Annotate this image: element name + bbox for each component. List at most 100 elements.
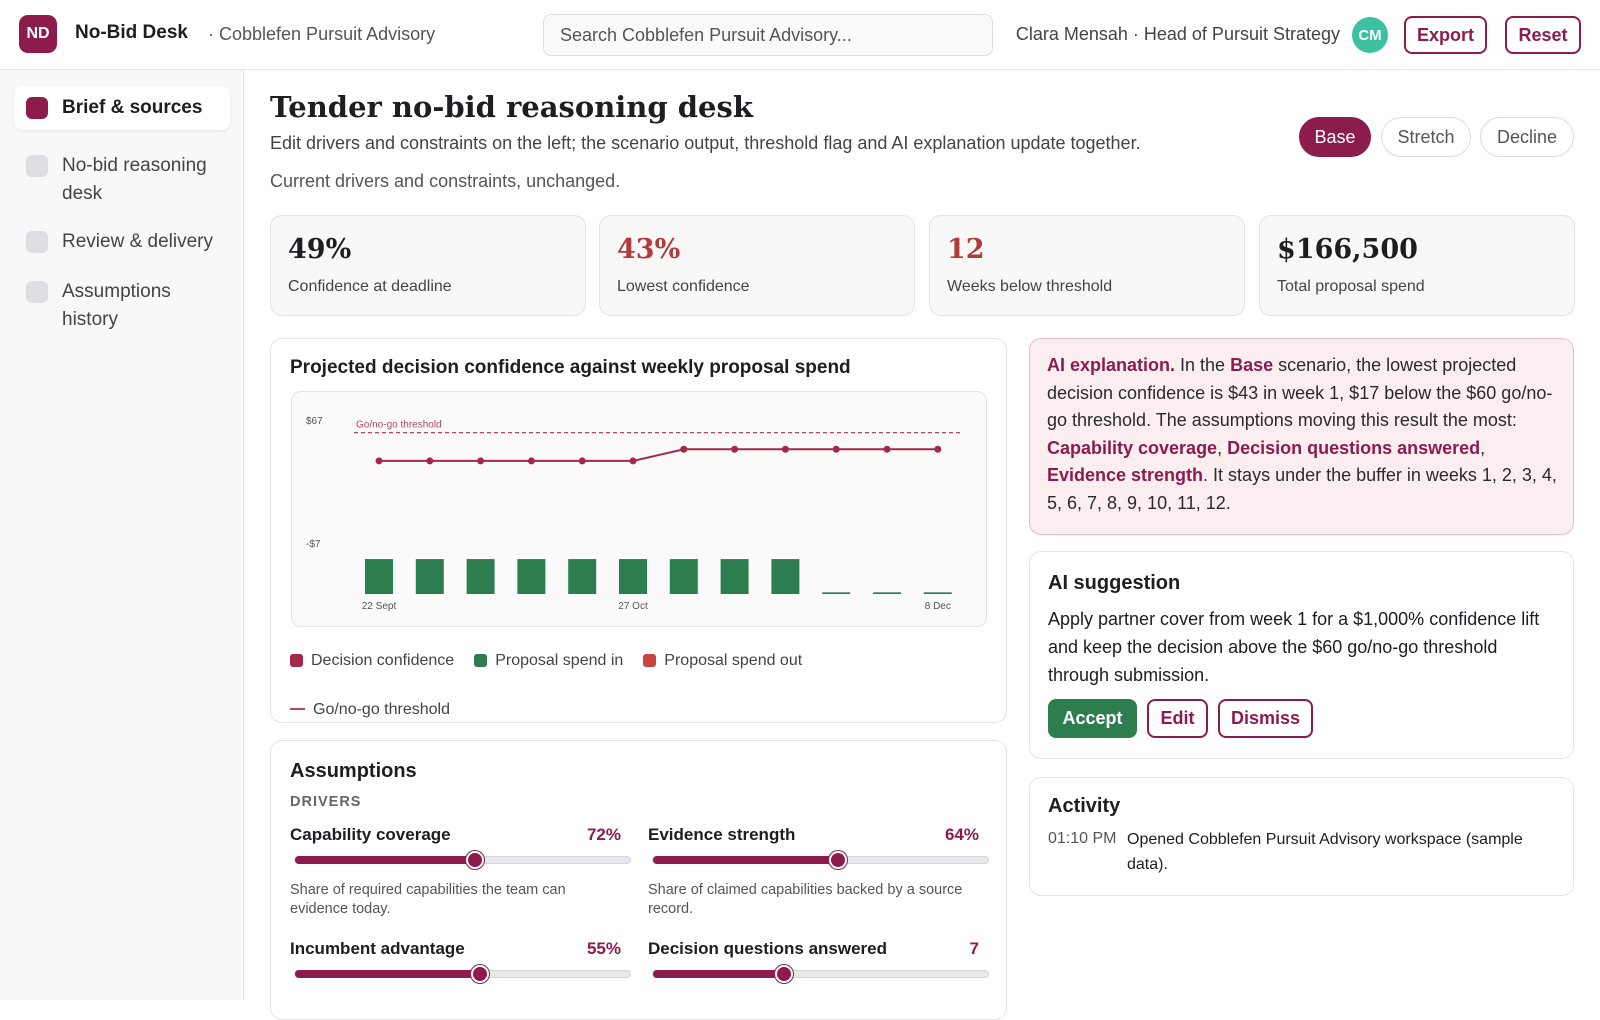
slider-fill [653,856,838,864]
accept-button[interactable]: Accept [1048,699,1137,738]
nav-icon [26,281,48,303]
driver-name: Evidence strength [648,825,796,844]
legend-swatch [290,654,303,667]
bar [619,559,647,594]
group-label: DRIVERS [290,794,362,810]
point [578,457,586,465]
chart-title: Projected decision confidence against we… [290,357,851,378]
scenario-pill[interactable]: Decline [1480,117,1574,157]
nav-label: Assumptions history [62,281,171,330]
legend-swatch [290,708,305,710]
avatar[interactable]: CM [1352,17,1388,53]
legend-item: Proposal spend in [474,639,623,682]
edit-button[interactable]: Edit [1147,699,1208,738]
legend-swatch [474,654,488,667]
point [477,457,485,465]
text-run: , [1217,437,1228,458]
ai-explanation: AI explanation. In the Base scenario, th… [1029,338,1574,535]
point [680,445,688,453]
chart-card: Projected decision confidence against we… [270,338,1007,723]
bar [466,559,495,594]
kpi-label: Lowest confidence [617,278,750,295]
legend-swatch [643,654,657,667]
nav-item[interactable]: Assumptions history [14,270,230,342]
scenario-pill[interactable]: Base [1299,117,1371,157]
text-run: , [1480,437,1486,458]
driver-description: Share of required capabilities the team … [290,882,566,917]
threshold-label: Go/no-go threshold [356,420,442,431]
x-tick-label: 27 Oct [618,601,648,612]
slider[interactable] [294,851,631,869]
bar [822,592,851,594]
org-name: · Cobblefen Pursuit Advisory [208,24,436,44]
point [527,457,535,465]
kpi-value: 12 [947,234,985,265]
explanation-text: AI explanation. In the Base scenario, th… [1047,352,1562,517]
legend-label: Decision confidence [311,652,455,669]
legend-item: Proposal spend out [643,639,802,682]
nav-label: Brief & sources [62,97,203,118]
ai-suggestion: AI suggestion Apply partner cover from w… [1029,551,1574,759]
kpi-label: Weeks below threshold [947,278,1113,295]
logo: ND [19,15,57,53]
point [629,457,637,465]
driver-name: Decision questions answered [648,939,888,958]
export-button[interactable]: Export [1404,16,1487,54]
kpi-label: Total proposal spend [1277,278,1425,295]
top-bar: ND No-Bid Desk · Cobblefen Pursuit Advis… [0,0,1600,70]
kpi-card: 12 Weeks below threshold [929,215,1245,316]
page-title: Tender no-bid reasoning desk [270,90,753,124]
kpi-value: $166,500 [1277,234,1418,265]
page-subtitle: Edit drivers and constraints on the left… [270,133,1141,153]
slider[interactable] [652,851,989,869]
highlight: Evidence strength [1047,465,1204,485]
point [883,445,891,453]
nav-item[interactable]: Review & delivery [14,220,230,264]
nav-icon [26,231,48,253]
slider[interactable] [652,965,989,983]
slider[interactable] [294,965,631,983]
slider-fill [653,970,785,978]
bar [415,559,444,594]
highlight: Base [1230,355,1274,375]
driver-name: Capability coverage [290,825,451,844]
slider-thumb [465,851,484,869]
driver-value: 55% [586,939,621,958]
slider-thumb [828,851,847,869]
driver-value: 64% [944,825,979,844]
legend: Decision confidence Proposal spend in Prop… [290,639,990,731]
suggestion-title: AI suggestion [1048,572,1181,594]
point [375,457,383,465]
nav-item[interactable]: No-bid reasoning desk [14,144,230,216]
scenario-pill[interactable]: Stretch [1381,117,1471,157]
slider-fill [295,970,481,978]
nav-item[interactable]: Brief & sources [14,86,230,130]
kpi-card: 43% Lowest confidence [599,215,915,316]
highlight: Decision questions answered [1227,437,1481,458]
dismiss-button[interactable]: Dismiss [1218,699,1313,738]
point [934,445,942,453]
search[interactable]: Search Cobblefen Pursuit Advisory... [543,14,993,56]
point [731,445,739,453]
slider-thumb [471,965,490,983]
line [379,448,938,462]
bar [771,559,800,594]
nav-label: No-bid reasoning desk [62,155,207,204]
bar [365,559,393,594]
kpi-card: 49% Confidence at deadline [270,215,586,316]
bar [873,592,901,594]
kpi-value: 43% [617,234,681,265]
driver-value: 72% [586,825,621,844]
point [781,445,789,453]
x-tick-label: 8 Dec [925,601,951,612]
y-tick-label: -$7 [306,539,321,550]
activity-title: Activity [1048,795,1121,817]
activity-card: Activity 01:10 PM Opened Cobblefen Pursui… [1029,777,1574,896]
driver-name: Incumbent advantage [290,939,465,958]
plot-area: $67 -$7 Go/no-go threshold 22 Sept 27 Oct 8 D… [291,391,987,627]
reset-button[interactable]: Reset [1505,16,1581,54]
assumptions-title: Assumptions [290,760,417,782]
x-tick-label: 22 Sept [362,601,397,612]
sidebar: Brief & sources No-bid reasoning desk Revi… [0,70,244,1000]
